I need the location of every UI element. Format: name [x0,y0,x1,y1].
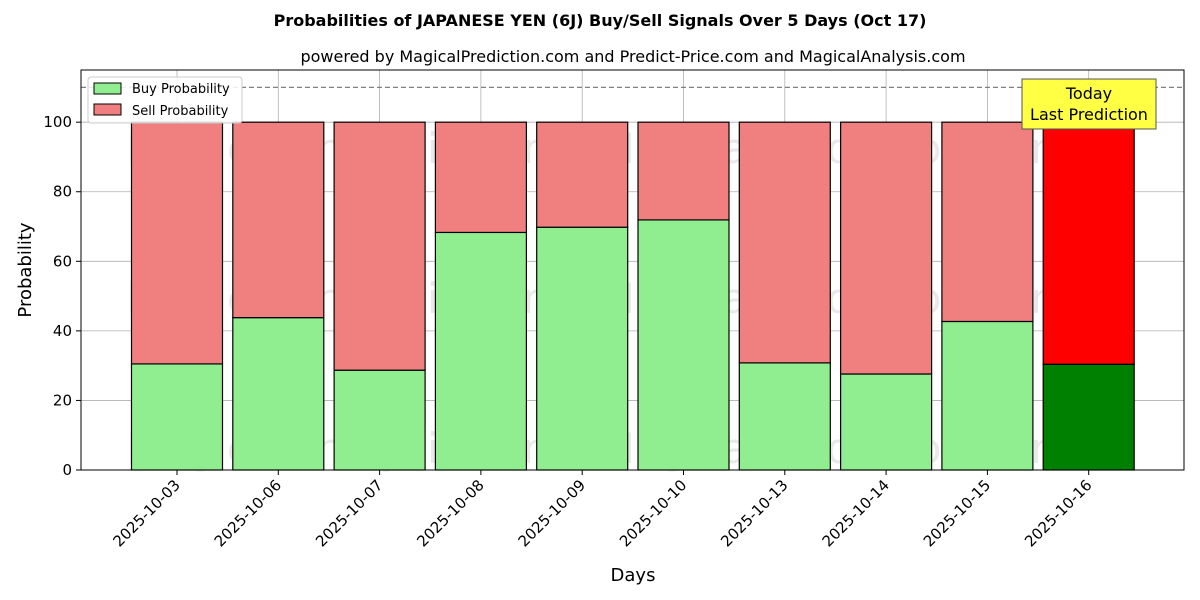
x-tick-label: 2025-10-03 [109,476,183,550]
x-axis-label: Days [611,565,656,586]
legend-box [87,76,243,124]
x-axis-ticks: 2025-10-03 2025-10-06 2025-10-07 2025-10-08… [109,470,1096,550]
sell-bar [333,121,426,371]
chart-title: Probabilities of JAPANESE YEN (6J) Buy/S… [274,11,927,30]
sell-bar [1042,121,1135,365]
buy-bar [637,219,730,471]
legend-buy-label: Buy Probability [132,82,230,97]
y-axis-label: Probability [15,222,36,317]
buy-bar [232,317,325,471]
buy-bar [941,320,1034,471]
x-tick-label: 2025-10-15 [920,476,994,550]
y-tick-label: 20 [53,391,72,409]
chart-subtitle: powered by MagicalPrediction.com and Pre… [300,47,965,66]
x-tick-label: 2025-10-09 [515,476,589,550]
y-tick-label: 40 [53,322,72,340]
y-tick-label: 0 [62,461,72,479]
sell-bar [637,121,730,221]
x-tick-label: 2025-10-08 [413,476,487,550]
sell-bar [738,121,831,364]
x-tick-label: 2025-10-07 [312,476,386,550]
buy-bar [839,373,933,471]
y-tick-label: 60 [53,252,72,270]
x-tick-label: 2025-10-13 [717,476,791,550]
sell-bar [434,121,527,234]
buy-bar [333,369,426,471]
legend-sell-swatch [93,103,122,116]
annotation-line1: Today [1065,84,1112,103]
y-axis-ticks: 0 20 40 60 80 100 [43,113,81,479]
sell-bar [536,121,629,228]
y-tick-label: 100 [43,113,72,131]
legend-sell-label: Sell Probability [132,104,229,119]
plot-frame [80,69,1185,471]
legend-buy-swatch [93,82,122,95]
y-tick-label: 80 [53,183,72,201]
sell-bar [941,121,1034,323]
annotation-line2: Last Prediction [1030,105,1148,124]
buy-bar [130,363,224,471]
x-tick-label: 2025-10-16 [1021,476,1095,550]
legend: Buy Probability Sell Probability [87,76,243,124]
buy-bar [536,226,629,471]
buy-bar [1042,363,1135,471]
x-tick-label: 2025-10-14 [819,476,893,550]
today-annotation: Today Last Prediction [1021,78,1157,130]
sell-bar [839,121,933,375]
annotation-box [1021,78,1157,130]
x-tick-label: 2025-10-10 [616,476,690,550]
sell-bar [130,121,224,365]
buy-bar [434,231,527,471]
x-tick-label: 2025-10-06 [211,476,285,550]
buy-bar [738,362,831,471]
sell-bar [232,121,325,319]
bars-layer [130,121,1135,471]
